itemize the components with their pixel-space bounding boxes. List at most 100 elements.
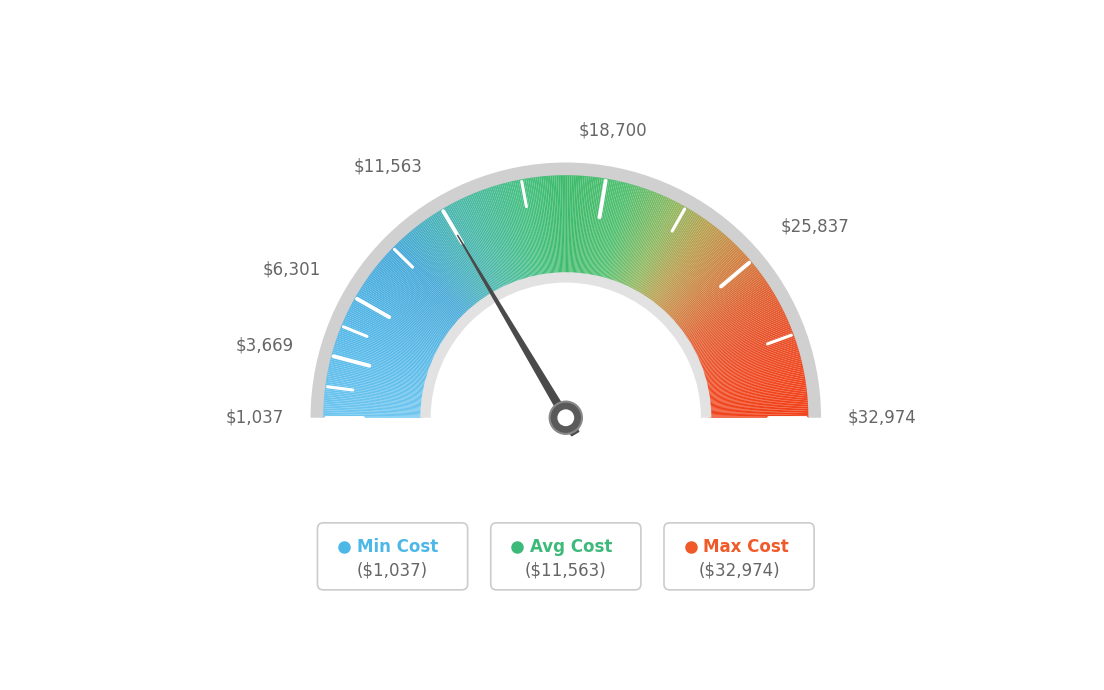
- Wedge shape: [355, 296, 442, 347]
- FancyBboxPatch shape: [664, 523, 814, 590]
- Wedge shape: [368, 277, 449, 335]
- Wedge shape: [323, 399, 423, 408]
- Wedge shape: [584, 177, 598, 276]
- Wedge shape: [444, 207, 495, 294]
- Wedge shape: [709, 416, 808, 417]
- Wedge shape: [393, 246, 465, 317]
- Wedge shape: [588, 178, 606, 277]
- Wedge shape: [323, 408, 423, 413]
- Wedge shape: [335, 344, 429, 375]
- Wedge shape: [667, 245, 737, 317]
- Wedge shape: [413, 228, 476, 306]
- Wedge shape: [709, 414, 808, 417]
- Wedge shape: [570, 175, 573, 275]
- Wedge shape: [564, 175, 565, 275]
- Wedge shape: [388, 252, 461, 321]
- Wedge shape: [545, 176, 554, 275]
- Wedge shape: [599, 182, 624, 279]
- Wedge shape: [538, 177, 550, 275]
- Wedge shape: [691, 299, 778, 348]
- Wedge shape: [508, 182, 532, 279]
- Wedge shape: [360, 288, 445, 342]
- Wedge shape: [326, 386, 424, 400]
- Wedge shape: [381, 259, 458, 325]
- Wedge shape: [670, 252, 744, 321]
- Wedge shape: [689, 294, 775, 346]
- Wedge shape: [709, 393, 807, 404]
- Wedge shape: [431, 215, 487, 299]
- Wedge shape: [415, 226, 478, 305]
- Wedge shape: [572, 175, 577, 275]
- Wedge shape: [323, 412, 423, 415]
- Wedge shape: [338, 334, 432, 369]
- Wedge shape: [378, 263, 456, 327]
- Wedge shape: [611, 187, 643, 282]
- Wedge shape: [449, 204, 498, 293]
- Wedge shape: [457, 200, 502, 290]
- Wedge shape: [431, 283, 701, 417]
- Wedge shape: [709, 412, 808, 415]
- Wedge shape: [347, 311, 437, 356]
- Wedge shape: [696, 315, 786, 358]
- Wedge shape: [325, 389, 424, 402]
- Wedge shape: [626, 197, 669, 288]
- Wedge shape: [669, 249, 741, 319]
- Wedge shape: [414, 227, 477, 306]
- Wedge shape: [709, 401, 808, 408]
- Wedge shape: [700, 334, 794, 369]
- Circle shape: [558, 409, 574, 426]
- Wedge shape: [708, 382, 806, 397]
- Wedge shape: [708, 380, 806, 397]
- Wedge shape: [698, 322, 789, 362]
- Wedge shape: [605, 184, 634, 280]
- Wedge shape: [336, 341, 429, 373]
- Wedge shape: [325, 395, 423, 406]
- Wedge shape: [454, 201, 501, 290]
- Wedge shape: [310, 162, 821, 417]
- Wedge shape: [331, 354, 427, 381]
- Wedge shape: [323, 406, 423, 412]
- Wedge shape: [707, 374, 805, 393]
- Wedge shape: [699, 331, 793, 367]
- Wedge shape: [486, 188, 519, 283]
- Wedge shape: [446, 206, 496, 293]
- Wedge shape: [601, 182, 626, 279]
- Wedge shape: [569, 175, 572, 275]
- Wedge shape: [619, 193, 659, 286]
- Wedge shape: [629, 200, 675, 290]
- Wedge shape: [326, 384, 424, 399]
- Wedge shape: [552, 175, 559, 275]
- Wedge shape: [477, 192, 514, 284]
- Wedge shape: [447, 205, 497, 293]
- Wedge shape: [699, 326, 792, 365]
- Wedge shape: [491, 186, 522, 282]
- Wedge shape: [671, 255, 746, 322]
- Wedge shape: [383, 257, 458, 324]
- Wedge shape: [327, 373, 425, 392]
- Text: Max Cost: Max Cost: [703, 538, 789, 556]
- Wedge shape: [460, 198, 505, 288]
- Wedge shape: [375, 266, 454, 329]
- Text: $1,037: $1,037: [225, 408, 284, 426]
- Wedge shape: [703, 352, 799, 380]
- Wedge shape: [575, 176, 583, 275]
- Wedge shape: [376, 265, 455, 328]
- Wedge shape: [603, 184, 629, 279]
- Wedge shape: [519, 179, 539, 277]
- Wedge shape: [678, 266, 756, 329]
- Wedge shape: [680, 270, 760, 332]
- Wedge shape: [326, 380, 424, 397]
- Wedge shape: [698, 325, 790, 364]
- Wedge shape: [708, 386, 806, 400]
- Wedge shape: [330, 359, 427, 384]
- Wedge shape: [664, 241, 733, 314]
- Wedge shape: [339, 331, 433, 367]
- Wedge shape: [352, 301, 440, 350]
- Wedge shape: [630, 201, 678, 290]
- Wedge shape: [633, 204, 681, 292]
- Wedge shape: [343, 319, 435, 361]
- Wedge shape: [478, 191, 516, 284]
- Wedge shape: [333, 346, 429, 377]
- Wedge shape: [374, 268, 454, 330]
- Wedge shape: [659, 233, 724, 310]
